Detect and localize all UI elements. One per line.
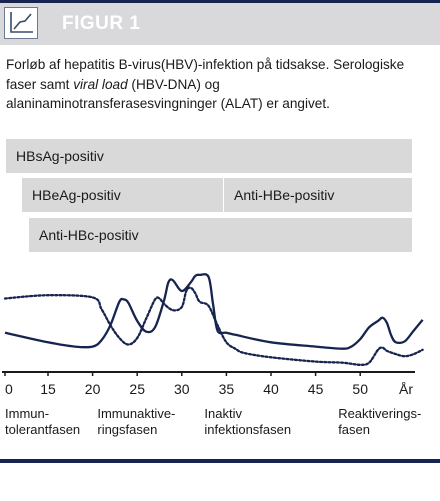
antihbc-label: Anti-HBc-positiv — [39, 227, 139, 243]
x-tick-label: 15 — [40, 381, 56, 397]
hbeag-antihbe-bar: HBeAg-positiv Anti-HBe-positiv — [22, 178, 412, 212]
x-axis-label: År — [399, 381, 413, 397]
x-tick-label: 35 — [219, 381, 235, 397]
bar-separator — [223, 178, 224, 212]
caption-text-1: Forløb af hepatitis B-virus(HBV)-infekti… — [6, 57, 405, 92]
x-tick-label: 45 — [308, 381, 324, 397]
bottom-rule — [0, 459, 440, 463]
phase-label-line2: ringsfasen — [97, 422, 158, 437]
phase-label: Reaktiverings-fasen — [338, 406, 421, 438]
figure-caption: Forløb af hepatitis B-virus(HBV)-infekti… — [6, 55, 434, 114]
x-tick-label: 50 — [352, 381, 368, 397]
phase-label-line1: Immun- — [5, 406, 50, 421]
hbeag-label: HBeAg-positiv — [32, 187, 121, 203]
x-tick-label: 40 — [263, 381, 279, 397]
phase-label: Immun-tolerantfasen — [5, 406, 80, 438]
figure-header: FIGUR 1 — [0, 0, 440, 45]
line-chart-icon — [4, 7, 38, 39]
phase-label-line2: infektionsfasen — [204, 422, 292, 437]
caption-text-2: (HBV-DNA) og alaninaminotransferasesving… — [6, 76, 330, 112]
phase-label: Immunaktive-ringsfasen — [97, 406, 175, 438]
series-line-dotted — [3, 286, 424, 366]
series-line-solid — [4, 273, 424, 350]
x-tick-label: 30 — [174, 381, 190, 397]
caption-italic: viral load — [73, 76, 128, 92]
phase-label-line1: Inaktiv — [204, 406, 242, 421]
antihbe-label: Anti-HBe-positiv — [234, 187, 335, 203]
x-tick-label: 25 — [129, 381, 145, 397]
phase-label-line2: fasen — [338, 422, 370, 437]
x-tick-label: 20 — [85, 381, 101, 397]
line-chart: 0 15 20 25 30 35 40 45 50 År — [2, 273, 424, 397]
x-tick-label: 0 — [5, 381, 13, 397]
hbsag-label: HBsAg-positiv — [16, 148, 104, 164]
hbsag-bar: HBsAg-positiv — [6, 139, 412, 173]
phase-label: Inaktiv infektionsfasen — [204, 406, 291, 438]
phase-label-line1: Reaktiverings- — [338, 406, 422, 421]
phase-label-line2: tolerantfasen — [5, 422, 81, 437]
figure-title: FIGUR 1 — [62, 13, 141, 34]
phase-label-line1: Immunaktive- — [97, 406, 176, 421]
antihbc-bar: Anti-HBc-positiv — [29, 218, 412, 252]
